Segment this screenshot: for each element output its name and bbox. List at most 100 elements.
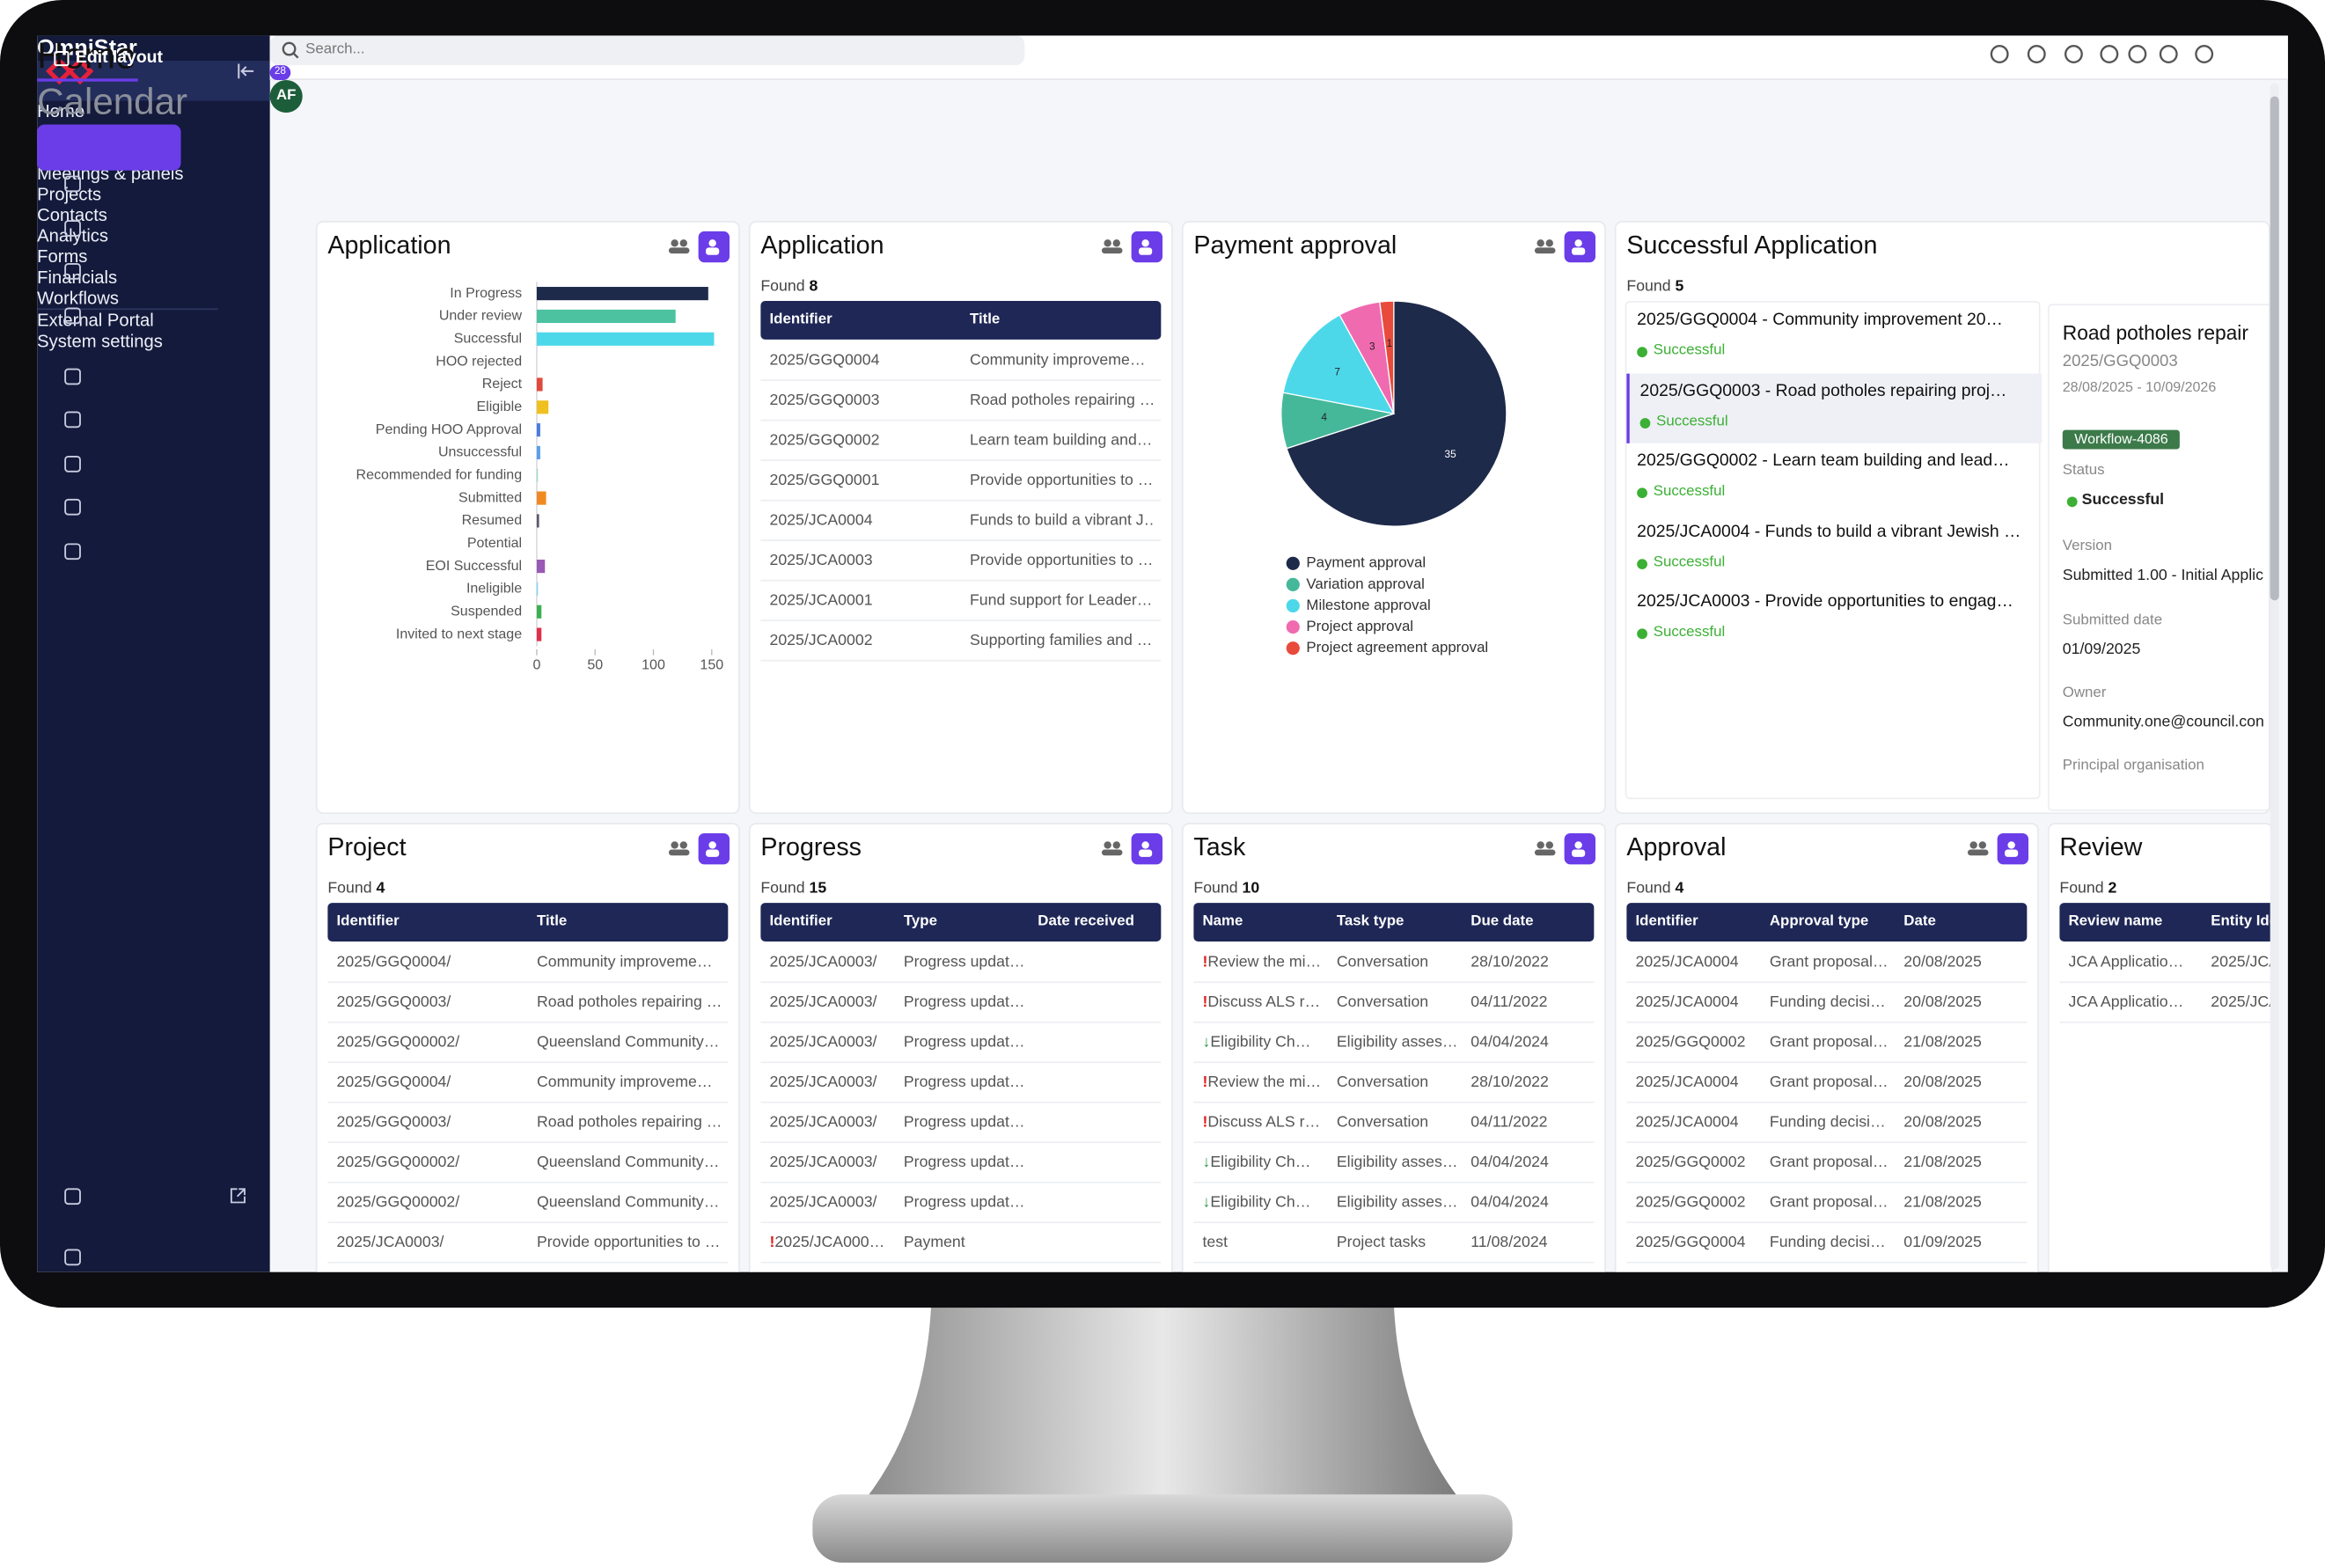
table-cell: 2025/JCA <box>2211 993 2271 1012</box>
add-user-button[interactable] <box>1131 231 1163 263</box>
bar <box>536 423 540 437</box>
nav-item[interactable]: Home <box>37 100 85 122</box>
group-icon <box>1967 841 1989 856</box>
bar <box>536 627 542 641</box>
pie-value-label: 3 <box>1369 341 1375 353</box>
group-glyph <box>668 247 690 254</box>
top-bar: Search... 28 AF <box>269 35 2288 114</box>
application-item[interactable]: 2025/GGQ0002 - Learn team building and l… <box>1626 443 2038 513</box>
application-item[interactable]: 2025/GGQ0003 - Road potholes repairing p… <box>1626 372 2043 443</box>
tab-underline <box>37 78 138 82</box>
row-divider <box>760 579 1162 582</box>
table-cell: 2025/GGQ0002 <box>1635 1033 1746 1051</box>
row-divider <box>327 1141 729 1144</box>
table-cell: !Review the mi… <box>1202 1073 1322 1092</box>
table-cell: Conversation <box>1336 1073 1429 1092</box>
x-tick-label: 100 <box>642 658 665 673</box>
bar <box>536 560 546 574</box>
add-user-button[interactable] <box>698 832 730 865</box>
group-glyph <box>679 841 687 849</box>
table-cell: Funding decisi… <box>1769 1233 1886 1252</box>
sidebar: OmniStarHomeApplicationsDeliberationMeet… <box>37 35 270 1272</box>
add-user-button[interactable] <box>1997 832 2029 865</box>
main: Home Calendar Edit layout Application In Pro… <box>37 35 2288 1272</box>
nav-item[interactable]: External Portal <box>37 310 154 331</box>
table-cell: 04/11/2022 <box>1471 993 1548 1012</box>
bar <box>536 377 543 392</box>
detail-id: 2025/GGQ0003 <box>2062 353 2178 371</box>
nav-item[interactable]: Forms <box>37 245 88 267</box>
nav-item[interactable]: Projects <box>37 183 102 205</box>
row-divider <box>760 659 1162 662</box>
nav-item[interactable]: Contacts <box>37 204 107 226</box>
table-cell: Project tasks <box>1336 1233 1427 1252</box>
bar-chart: In Progress Under review Successful HOO rej… <box>356 282 723 673</box>
found-count: Found 15 <box>760 879 826 897</box>
bar-category-label: Eligible <box>477 399 523 414</box>
table-cell: Funding decisi… <box>1769 993 1886 1012</box>
table-cell: test <box>1202 1233 1229 1252</box>
row-divider <box>760 1261 1162 1264</box>
add-user-button[interactable] <box>1131 832 1163 865</box>
tab-home[interactable]: Home <box>37 35 136 77</box>
add-user-button[interactable] <box>1564 231 1596 263</box>
nav-item[interactable]: Financials <box>37 267 118 288</box>
bar-category-label: Potential <box>467 536 522 551</box>
add-user-icon <box>1572 841 1586 857</box>
search-box[interactable]: Search... <box>269 35 1025 66</box>
table-cell: Road potholes repairing … <box>536 993 722 1012</box>
table-cell: Queensland Community… <box>536 1193 720 1212</box>
table-cell: Progress updat… <box>903 953 1023 971</box>
table-cell: 2025/JCA0003/ <box>769 953 877 971</box>
legend-label: Project approval <box>1306 618 1413 634</box>
add-user-glyph <box>1574 841 1582 849</box>
nav-icon <box>64 220 81 237</box>
nav-item[interactable]: System settings <box>37 330 163 352</box>
bar-category-label: EOI Successful <box>426 559 522 574</box>
table-cell: Payment <box>903 1233 965 1252</box>
table-cell: 04/04/2024 <box>1471 1033 1549 1051</box>
widget: Successful Application Found 5 2025/GGQ000… <box>1616 222 2269 813</box>
table-cell: 2025/JCA0003/ <box>769 1193 877 1212</box>
table-cell: 2025/GGQ0003 <box>769 391 880 410</box>
edit-layout-button[interactable]: Edit layout <box>37 49 181 171</box>
table-cell: 2025/JCA <box>2211 953 2271 971</box>
table-cell: Eligibility asses… <box>1336 1193 1456 1212</box>
row-divider <box>760 1141 1162 1144</box>
application-item[interactable]: 2025/GGQ0004 - Community improvement 20…… <box>1626 303 2038 372</box>
widget-title: Project <box>327 832 407 861</box>
add-user-glyph <box>2005 849 2019 857</box>
tab-calendar[interactable]: Calendar <box>37 81 188 123</box>
column-header: Identifier <box>769 311 832 328</box>
legend-swatch <box>1286 577 1300 591</box>
scroll-thumb[interactable] <box>2270 96 2279 601</box>
nav-item[interactable]: Workflows <box>37 287 120 309</box>
row-divider <box>760 619 1162 621</box>
detail-field-label: Submitted date <box>2062 612 2163 629</box>
table-cell: Grant proposal… <box>1769 1193 1889 1212</box>
detail-dates: 28/08/2025 - 10/09/2026 <box>2062 379 2217 396</box>
application-item[interactable]: 2025/JCA0004 - Funds to build a vibrant … <box>1626 514 2038 583</box>
row-divider <box>760 379 1162 382</box>
nav-icon <box>64 498 81 516</box>
screen: OmniStarHomeApplicationsDeliberationMeet… <box>37 35 2288 1272</box>
application-item[interactable]: 2025/JCA0003 - Provide opportunities to … <box>1626 584 2038 654</box>
add-user-button[interactable] <box>1564 832 1596 865</box>
table-cell: 2025/JCA0003/ <box>336 1233 444 1252</box>
table-cell: 2025/JCA0001 <box>769 591 873 610</box>
legend-swatch <box>1286 641 1300 656</box>
nav-icon <box>64 456 81 473</box>
nav-icon <box>64 411 81 429</box>
nav-icon <box>64 262 81 280</box>
pie-value-label: 1 <box>1387 338 1393 349</box>
detail-field-label: Status <box>2062 462 2105 480</box>
collapse-icon <box>238 63 254 79</box>
notification-badge[interactable]: 28 <box>269 65 291 80</box>
table-cell: Progress updat… <box>903 1193 1023 1212</box>
found-count: Found 8 <box>760 277 818 295</box>
add-user-button[interactable] <box>698 231 730 263</box>
bar-category-label: Reject <box>482 377 523 392</box>
column-header: Title <box>536 912 568 930</box>
avatar[interactable]: AF <box>269 79 303 114</box>
nav-icon-shape <box>64 1249 81 1266</box>
